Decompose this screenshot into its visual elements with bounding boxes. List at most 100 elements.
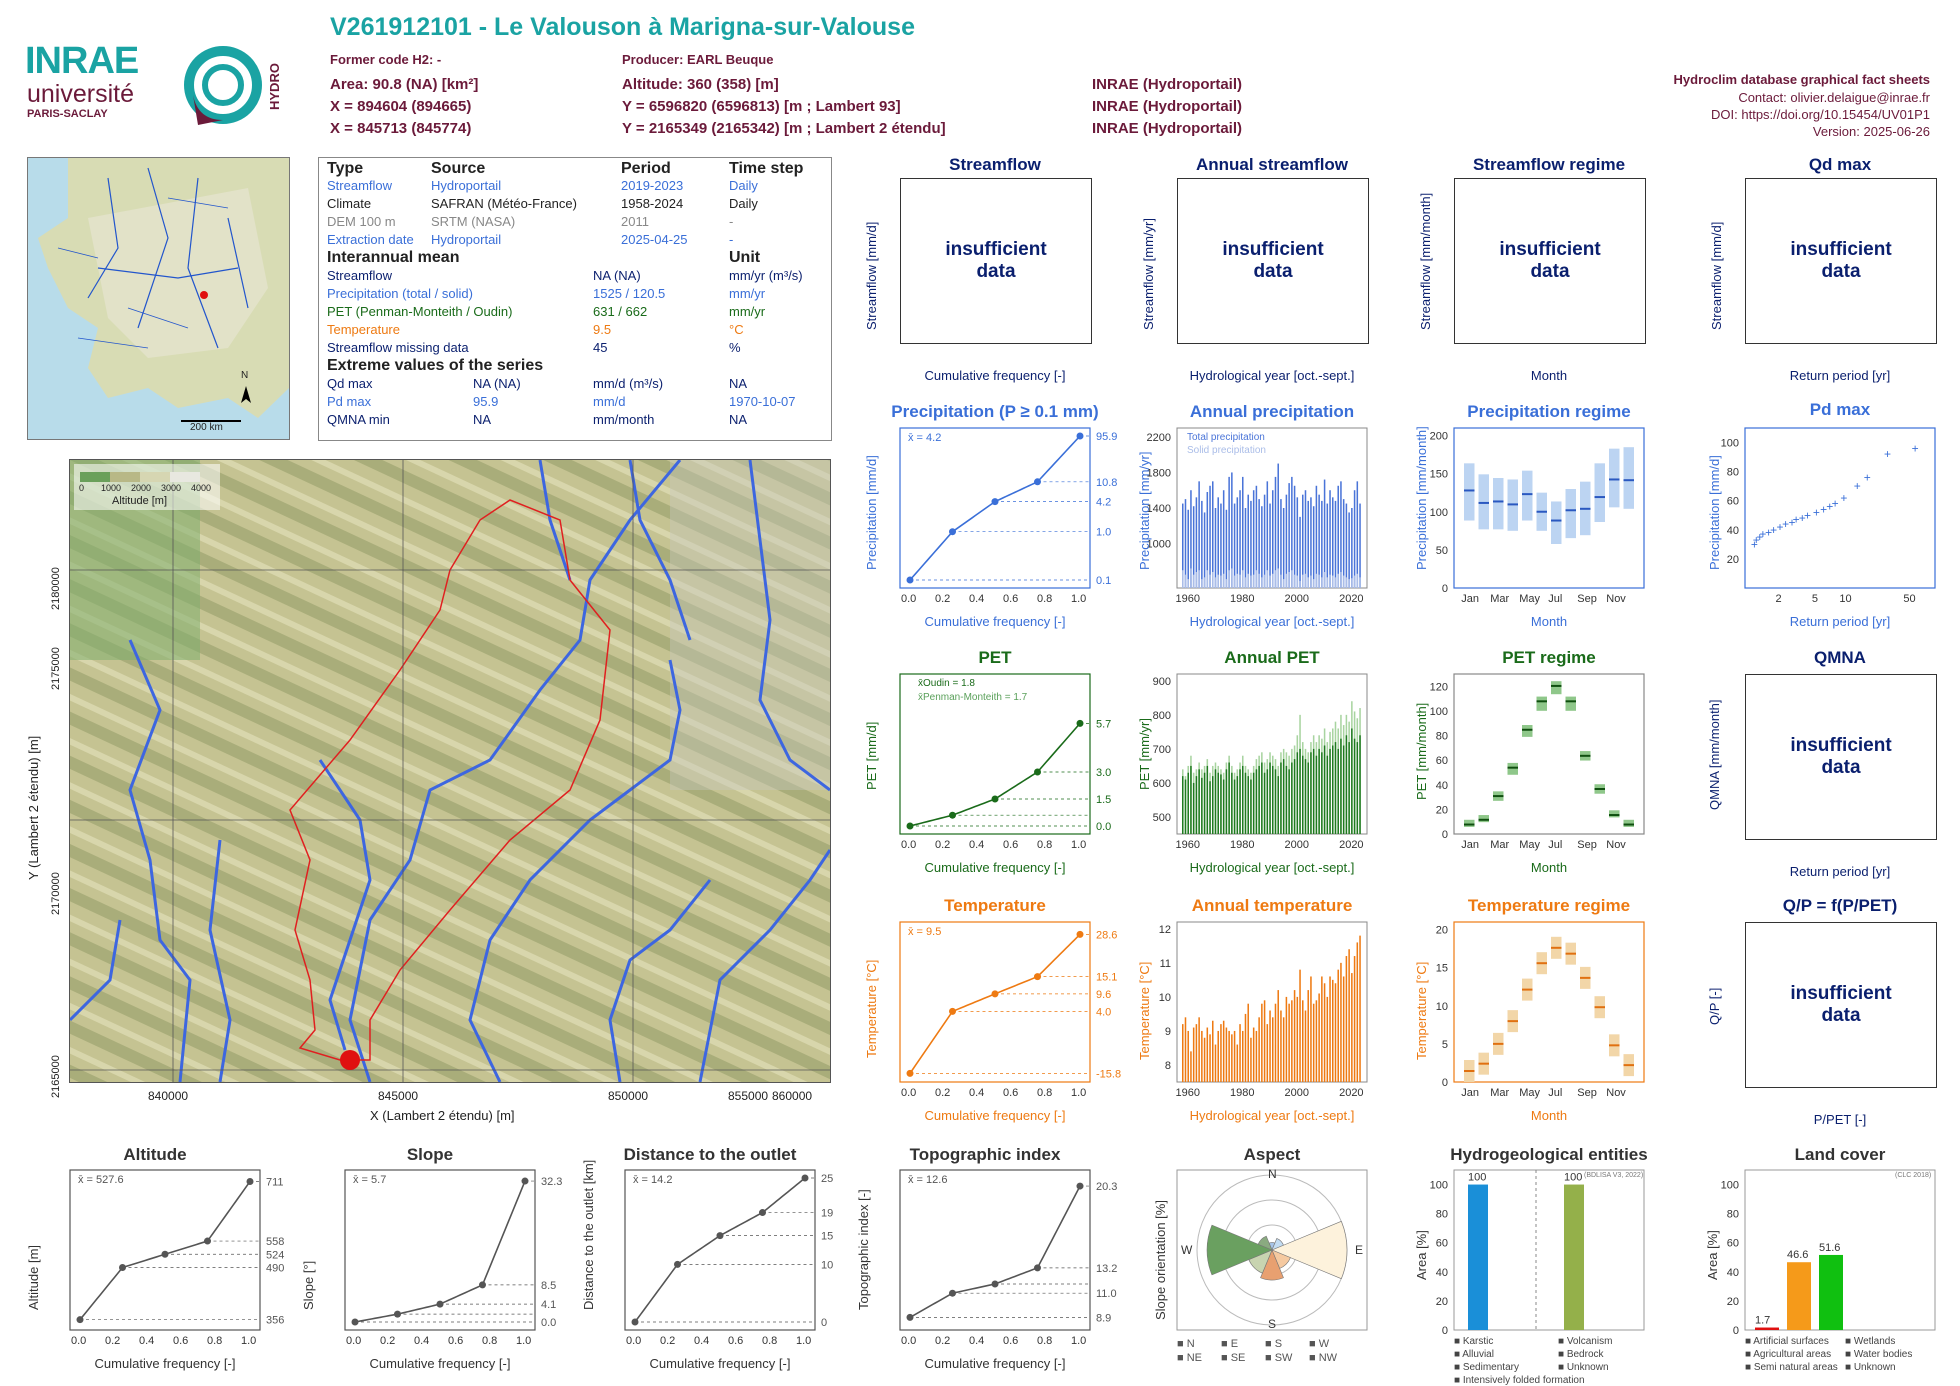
bar-label: 46.6 (1787, 1249, 1808, 1261)
ext-date: NA (729, 376, 748, 391)
ext-value: 95.9 (473, 394, 499, 409)
annual-bar (1302, 494, 1304, 588)
quantile-point (801, 1174, 809, 1182)
insufficient-data-text: insufficient data (1790, 983, 1892, 1026)
x-axis-label: Cumulative frequency [-] (924, 860, 1066, 875)
annual-bar-secondary (1266, 570, 1269, 588)
map-xtick: 850000 (608, 1089, 649, 1103)
y-axis-label: Area [%] (1414, 1230, 1429, 1280)
annual-bar-secondary (1184, 574, 1187, 588)
annual-bar (1299, 969, 1301, 1082)
y-tick-label: 100 (1721, 438, 1739, 450)
annual-bar-secondary (1261, 577, 1263, 588)
annual-bar (1209, 1034, 1211, 1082)
annual-bar-secondary (1225, 769, 1228, 834)
tick-label: Jan (1461, 839, 1479, 851)
data-point: + (1782, 517, 1789, 531)
landcover-bar (1787, 1262, 1811, 1330)
annual-bar (1285, 996, 1288, 1082)
quantile-point (119, 1264, 126, 1272)
legend-entry: ■ Karstic (1454, 1336, 1494, 1347)
annual-bar (1182, 503, 1184, 588)
annual-bar-secondary (1258, 765, 1260, 834)
annual-bar (1277, 990, 1279, 1082)
annual-bar (1263, 494, 1266, 588)
h-source: Source (431, 160, 486, 177)
regime-box (1565, 696, 1576, 711)
y-lambert93: Y = 6596820 (6596813) [m ; Lambert 93] (622, 98, 901, 115)
quantile-point (716, 1232, 724, 1240)
minimap: N 200 km (27, 157, 290, 440)
annual-bar (1220, 503, 1222, 588)
row-type: DEM 100 m (327, 214, 396, 229)
panel-title-temp: Temperature (944, 896, 1046, 915)
y-tick-label: 80 (1436, 731, 1448, 743)
x-axis-label: Cumulative frequency [-] (924, 1108, 1066, 1123)
tick-label: 0.8 (207, 1335, 222, 1347)
annual-bar-secondary (1310, 752, 1312, 834)
annual-bar (1280, 1010, 1282, 1082)
y-tick-label: 900 (1153, 676, 1171, 688)
annual-bar (1244, 1013, 1247, 1082)
annual-bar-secondary (1182, 570, 1184, 588)
y-tick-label: 50 (1436, 545, 1448, 557)
legend-entry: ■ Alluvial (1454, 1349, 1494, 1360)
annual-bar-secondary (1340, 572, 1342, 588)
tick-label: 1.0 (1096, 527, 1111, 539)
annual-bar (1348, 949, 1350, 1082)
tick-label: 3.0 (1096, 767, 1111, 779)
annual-bar-secondary (1288, 769, 1290, 834)
tick-label: 32.3 (541, 1176, 562, 1188)
tick-label: 711 (266, 1177, 284, 1189)
annual-bar (1252, 1027, 1255, 1082)
chart-aspect: N E S W (1176, 1167, 1368, 1331)
tick-label: 1.0 (1071, 839, 1086, 851)
y-tick-label: 20 (1436, 804, 1448, 816)
y-axis-label: Distance to the outlet [km] (581, 1159, 596, 1310)
legend-entry: ■ NW (1309, 1352, 1338, 1364)
tick-label: 0.4 (969, 839, 984, 851)
data-point: + (1770, 523, 1777, 537)
row-period: 2025-04-25 (621, 232, 688, 247)
ext-name: Pd max (327, 394, 372, 409)
regime-box (1551, 681, 1562, 695)
tick-label: 1.0 (516, 1335, 531, 1347)
annual-bar-secondary (1201, 777, 1203, 834)
regime-box (1609, 448, 1620, 508)
rose-sector (1260, 1249, 1284, 1281)
tick-label: 0.0 (626, 1335, 641, 1347)
mean-name: Temperature (327, 322, 400, 337)
tick-label: 0.6 (728, 1335, 743, 1347)
catchment-map: 0 1000 2000 3000 4000 Altitude [m] (69, 459, 831, 1083)
panel-title-annual_pet: Annual PET (1224, 648, 1320, 667)
panel-title-distance: Distance to the outlet (623, 1145, 797, 1164)
regime-box (1522, 725, 1533, 737)
doi: DOI: https://doi.org/10.15454/UV01P1 (1711, 107, 1930, 122)
h-extreme: Extreme values of the series (327, 357, 544, 374)
annual-bar (1318, 993, 1320, 1082)
annual-bar (1359, 935, 1361, 1082)
logo-inrae: INRAE (25, 40, 139, 82)
annual-bar-secondary (1269, 762, 1271, 834)
quantile-point (949, 811, 956, 819)
plot-frame (899, 673, 1091, 835)
annual-bar-secondary (1192, 574, 1195, 588)
insufficient-data-text: insufficient data (1790, 735, 1892, 778)
quantile-point (906, 576, 914, 584)
annual-bar (1288, 483, 1290, 588)
tick-label: 1.0 (1071, 1087, 1086, 1099)
annual-bar (1212, 481, 1214, 588)
annual-bar (1203, 512, 1206, 588)
annual-bar-secondary (1233, 779, 1236, 834)
annual-bar-secondary (1244, 577, 1247, 588)
tick-label: 1.0 (796, 1335, 811, 1347)
tick-label: Sep (1577, 1087, 1597, 1099)
mean-label: x̄ = 527.6 (78, 1174, 124, 1186)
panel-title-slope: Slope (406, 1145, 454, 1164)
tick-label: 10 (1839, 593, 1851, 605)
annual-bar (1225, 509, 1228, 588)
tick-label: 0.4 (969, 1087, 984, 1099)
panel-title-hydrogeo: Hydrogeological entities (1450, 1145, 1648, 1164)
annual-bar (1203, 1037, 1206, 1082)
y-axis-label: PET [mm/yr] (1137, 718, 1152, 790)
